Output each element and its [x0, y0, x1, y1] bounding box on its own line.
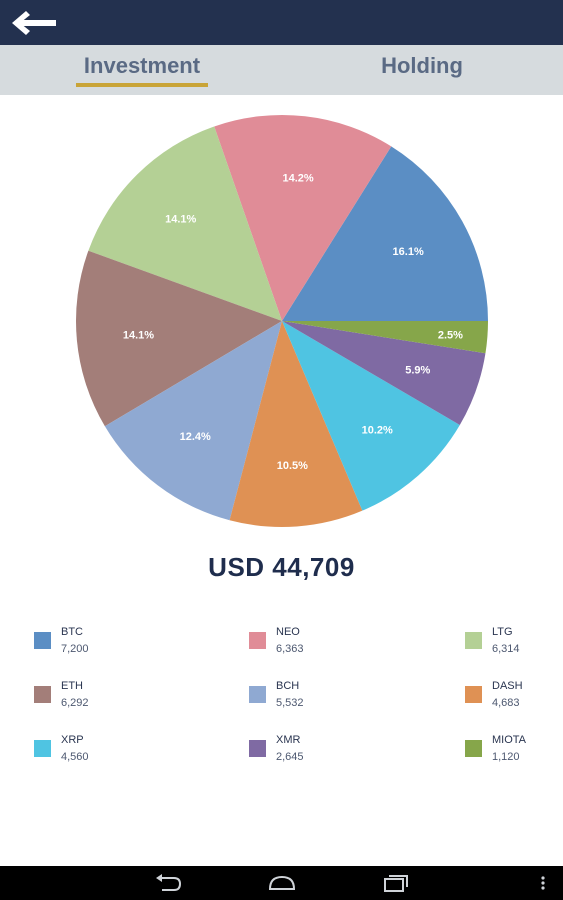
pie-slice-neo: [214, 115, 392, 321]
legend-swatch: [465, 686, 482, 703]
legend-swatch: [465, 740, 482, 757]
pie-slice-ltg: [88, 126, 282, 321]
legend-swatch: [249, 632, 266, 649]
legend-value: 7,200: [61, 643, 89, 655]
tab-bar: Investment Holding: [0, 45, 563, 95]
legend-item-dash: DASH 4,683: [465, 674, 563, 714]
pie-chart: 16.1% 14.2% 14.1% 14.1% 12.4% 10.5% 10.2% 5.9% 2…: [76, 115, 488, 527]
pie-label-dash: 10.5%: [277, 460, 308, 472]
legend-item-eth: ETH 6,292: [34, 674, 174, 714]
legend-item-xmr: XMR 2,645: [249, 728, 389, 768]
legend-name: NEO: [276, 626, 300, 638]
legend-name: BCH: [276, 680, 300, 692]
pie-label-btc: 16.1%: [393, 246, 424, 258]
legend-item-miota: MIOTA 1,120: [465, 728, 563, 768]
legend-value: 6,363: [276, 643, 304, 655]
legend-item-btc: BTC 7,200: [34, 620, 174, 660]
arrow-left-icon: [12, 11, 56, 35]
tab-holding[interactable]: Holding: [381, 53, 463, 78]
legend-value: 1,120: [492, 751, 520, 763]
legend-swatch: [249, 686, 266, 703]
pie-label-neo: 14.2%: [282, 173, 313, 185]
legend-name: BTC: [61, 626, 83, 638]
legend-swatch: [34, 686, 51, 703]
pie-label-xrp: 10.2%: [362, 424, 393, 436]
pie-slice-eth: [76, 250, 283, 427]
legend-item-ltg: LTG 6,314: [465, 620, 563, 660]
recents-icon: [384, 875, 408, 892]
pie-label-xmr: 5.9%: [405, 365, 430, 377]
back-button[interactable]: [10, 9, 60, 37]
legend-swatch: [34, 740, 51, 757]
legend-item-neo: NEO 6,363: [249, 620, 389, 660]
legend-name: DASH: [492, 680, 523, 692]
pie-label-miota: 2.5%: [438, 329, 463, 341]
pie-label-bch: 12.4%: [180, 431, 211, 443]
legend-name: XRP: [61, 734, 84, 746]
total-investment: USD 44,709: [208, 552, 355, 582]
legend-item-bch: BCH 5,532: [249, 674, 389, 714]
legend-item-xrp: XRP 4,560: [34, 728, 174, 768]
legend-name: MIOTA: [492, 734, 527, 746]
top-app-bar: [0, 0, 563, 45]
legend-swatch: [249, 740, 266, 757]
legend: BTC 7,200 NEO 6,363 LTG 6,314 ETH 6,292 …: [0, 620, 563, 780]
pie-slice-bch: [104, 321, 282, 521]
active-tab-indicator: [76, 83, 208, 87]
menu-icon: [541, 876, 545, 890]
pie-slice-xrp: [282, 321, 460, 511]
pie-slice-dash: [229, 321, 363, 527]
back-icon: [156, 874, 182, 891]
nav-menu-button[interactable]: [533, 872, 553, 894]
legend-value: 4,560: [61, 751, 89, 763]
legend-value: 6,314: [492, 643, 520, 655]
pie-label-eth: 14.1%: [123, 330, 154, 342]
legend-value: 5,532: [276, 697, 304, 709]
home-icon: [268, 875, 296, 890]
legend-swatch: [34, 632, 51, 649]
tab-investment[interactable]: Investment: [83, 53, 201, 78]
pie-slice-btc: [282, 146, 488, 321]
nav-back-button[interactable]: [154, 872, 184, 894]
legend-value: 6,292: [61, 697, 89, 709]
legend-value: 4,683: [492, 697, 520, 709]
legend-swatch: [465, 632, 482, 649]
legend-name: XMR: [276, 734, 301, 746]
nav-recents-button[interactable]: [381, 872, 411, 894]
pie-slice-miota: [282, 321, 488, 354]
legend-name: ETH: [61, 680, 83, 692]
nav-home-button[interactable]: [267, 872, 297, 894]
legend-value: 2,645: [276, 751, 304, 763]
system-nav-bar: [0, 866, 563, 900]
pie-chart-area: 16.1% 14.2% 14.1% 14.1% 12.4% 10.5% 10.2% 5.9% 2…: [0, 95, 563, 535]
pie-label-ltg: 14.1%: [165, 213, 196, 225]
legend-name: LTG: [492, 626, 513, 638]
pie-slice-xmr: [282, 321, 486, 425]
